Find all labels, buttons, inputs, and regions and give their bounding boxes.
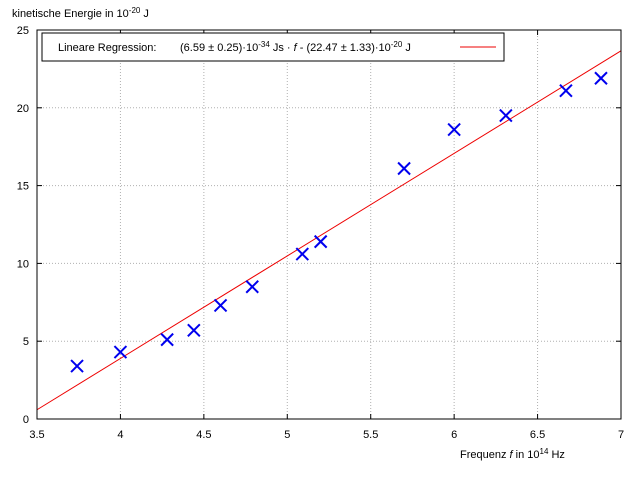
legend-box	[41, 32, 505, 62]
y-axis-title-exponent: -20	[129, 6, 141, 15]
x-axis-title-unit: Hz	[548, 449, 565, 461]
data-point	[160, 332, 174, 347]
regression-line	[36, 50, 622, 411]
x-axis-title-base: Frequenz	[460, 449, 510, 461]
data-point	[447, 122, 461, 137]
x-tick-label: 4	[117, 429, 123, 441]
data-point-stroke	[559, 83, 573, 98]
x-tick-label: 5	[284, 429, 290, 441]
data-point-stroke	[213, 298, 228, 313]
data-point-stroke	[70, 359, 84, 373]
x-tick-label: 6	[451, 429, 457, 441]
data-point	[594, 71, 608, 85]
x-axis-title-mid: in 10	[513, 449, 540, 461]
y-tick-label: 20	[17, 103, 29, 115]
y-tick-label: 5	[23, 336, 29, 348]
plot-frame	[36, 29, 622, 420]
legend-slope-unit: Js ·	[270, 42, 294, 54]
x-tick-label: 3.5	[29, 429, 44, 441]
y-tick-label: 15	[17, 181, 29, 193]
data-point	[397, 161, 411, 176]
x-tick-label: 7	[618, 429, 624, 441]
data-point-stroke	[187, 323, 201, 338]
y-tick-label: 25	[17, 25, 29, 37]
x-tick-label: 5.5	[363, 429, 378, 441]
legend-intercept: - (22.47 ± 1.33)·10	[297, 42, 391, 54]
y-tick-label: 0	[23, 414, 29, 426]
legend-variable: f	[294, 42, 298, 54]
data-point	[559, 83, 573, 98]
legend-slope: (6.59 ± 0.25)·10	[180, 42, 258, 54]
data-point-stroke	[313, 234, 328, 249]
x-axis-title-variable: f	[510, 449, 514, 461]
data-point-stroke	[113, 345, 128, 359]
legend-intercept-exponent: -20	[391, 40, 403, 49]
legend-label: Lineare Regression:	[58, 42, 156, 54]
data-point	[187, 323, 201, 338]
tick-labels: 3.5 4 4.5 5 5.5 6 6.5 7 0 5 10 15 20 25	[17, 25, 624, 441]
x-axis-title: Frequenz f in 1014 Hz	[460, 447, 565, 461]
data-point	[313, 234, 328, 249]
x-axis-title-exponent: 14	[540, 447, 549, 456]
legend-intercept-unit: J	[402, 42, 411, 54]
data-point	[499, 108, 513, 123]
y-tick-label: 10	[17, 258, 29, 270]
data-point	[70, 359, 84, 373]
data-point-stroke	[295, 247, 310, 261]
x-tick-label: 6.5	[530, 429, 545, 441]
data-point	[213, 298, 228, 313]
data-point	[245, 280, 259, 294]
data-point-stroke	[499, 108, 513, 123]
data-point-stroke	[160, 332, 174, 347]
data-point-stroke	[397, 161, 411, 176]
x-tick-label: 4.5	[196, 429, 211, 441]
legend-slope-exponent: -34	[258, 40, 270, 49]
y-axis-title-base: kinetische Energie in 10	[12, 8, 129, 20]
data-point-stroke	[594, 71, 608, 85]
legend: Lineare Regression: (6.59 ± 0.25)·10-34 …	[41, 32, 505, 62]
points-layer	[70, 71, 608, 373]
data-point-stroke	[245, 280, 259, 294]
grid	[37, 30, 621, 419]
legend-formula: (6.59 ± 0.25)·10-34 Js · f - (22.47 ± 1.…	[180, 40, 411, 54]
data-point-stroke	[447, 122, 461, 137]
data-point	[295, 247, 310, 261]
fit-line-layer	[36, 50, 622, 411]
y-axis-title-unit: J	[140, 8, 149, 20]
data-point	[113, 345, 128, 359]
y-axis-title: kinetische Energie in 10-20 J	[12, 6, 149, 20]
